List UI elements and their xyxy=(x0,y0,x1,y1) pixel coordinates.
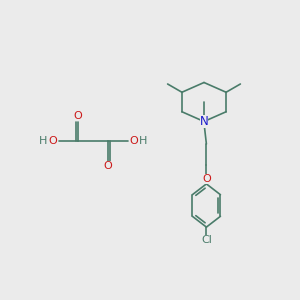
Text: O: O xyxy=(74,111,82,121)
Text: O: O xyxy=(129,136,138,146)
Text: Cl: Cl xyxy=(201,235,212,245)
Text: H: H xyxy=(39,136,47,146)
Text: O: O xyxy=(103,161,112,171)
Text: N: N xyxy=(200,115,208,128)
Text: H: H xyxy=(139,136,147,146)
Text: O: O xyxy=(48,136,57,146)
Text: O: O xyxy=(202,173,211,184)
